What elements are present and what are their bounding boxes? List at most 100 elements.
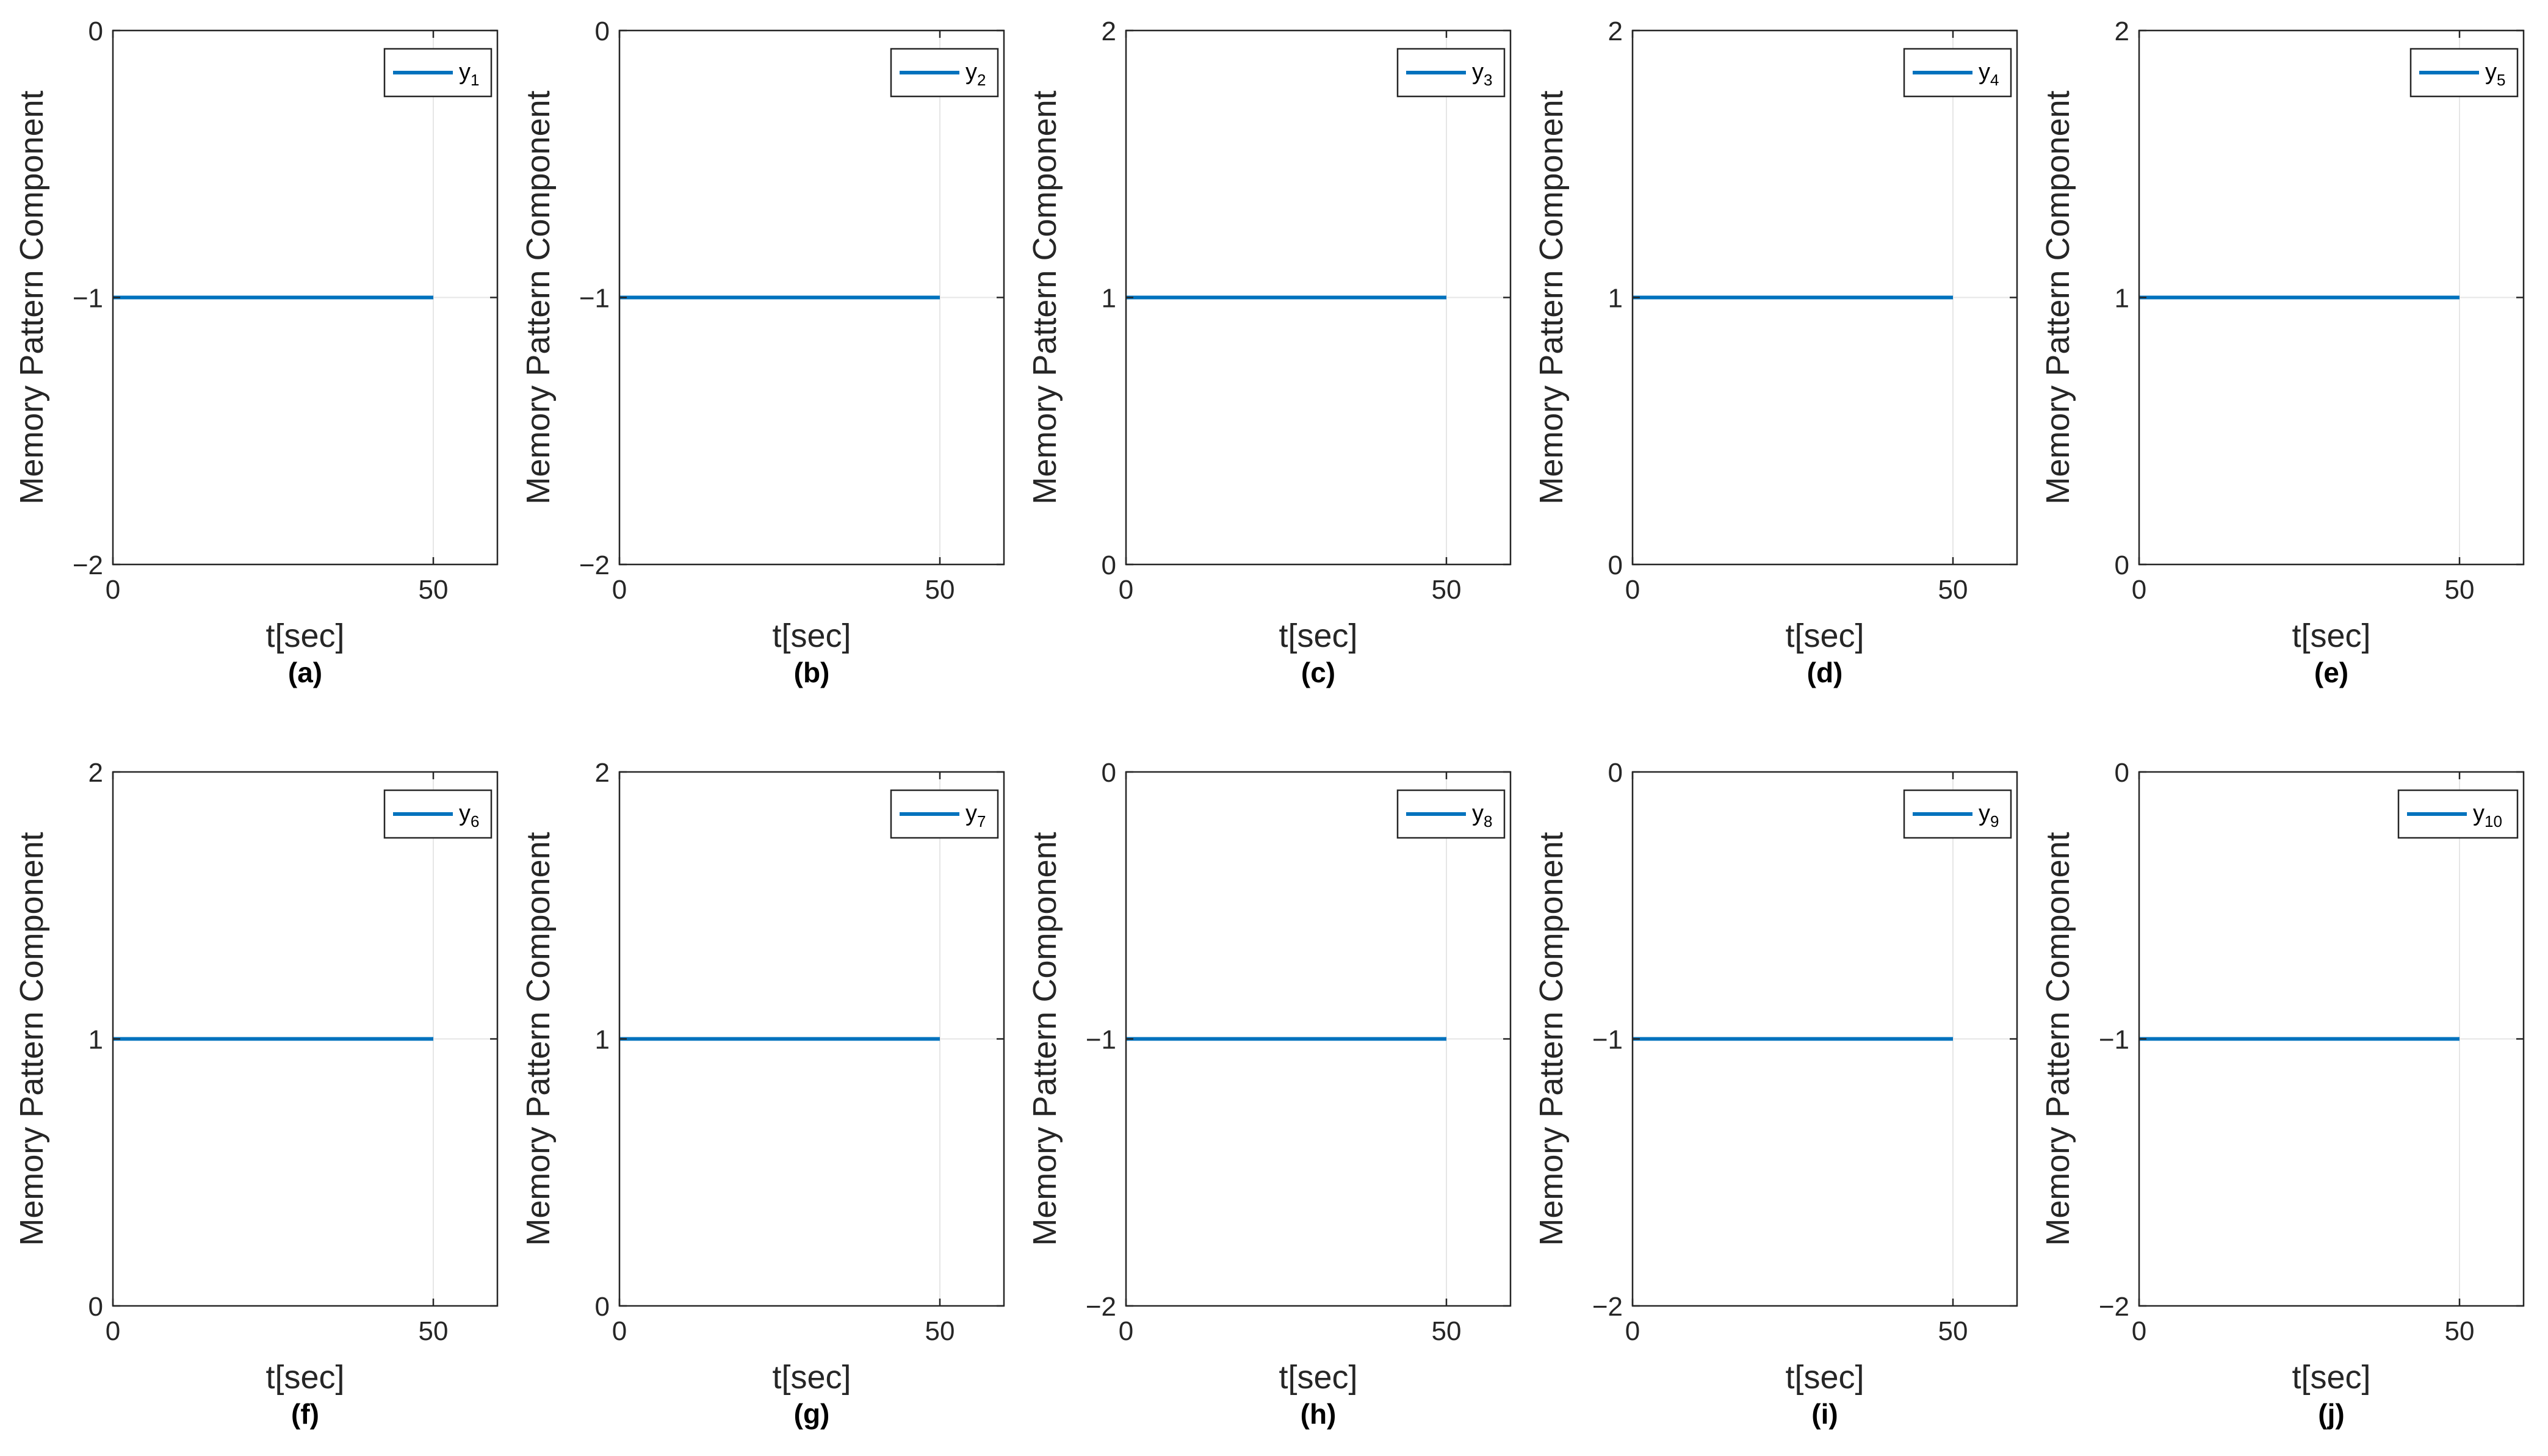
chart-panel-6: 0 50 0 1 2 t[sec] Memory Pattern Component (f) y… — [13, 758, 499, 1430]
x-axis-label: t[sec] — [2292, 1359, 2370, 1396]
chart-panel-2: 0 50 −2 −1 0 t[sec] Memory Pattern Component (b… — [520, 16, 1005, 688]
legend-label: y1 — [459, 59, 479, 89]
x-tick-label: 50 — [1938, 575, 1968, 605]
y-tick-label: −1 — [1086, 1025, 1116, 1055]
panel-caption: (a) — [288, 657, 322, 688]
x-axis-label: t[sec] — [1785, 618, 1864, 654]
x-tick-label: 0 — [106, 575, 120, 605]
y-tick-label: −2 — [2099, 1292, 2129, 1322]
x-axis-label: t[sec] — [772, 1359, 851, 1396]
y-tick-label: 0 — [2115, 758, 2129, 788]
y-axis-label: Memory Pattern Component — [520, 832, 557, 1245]
x-tick-label: 0 — [1119, 1316, 1133, 1346]
legend-label: y10 — [2473, 801, 2502, 831]
y-axis-label: Memory Pattern Component — [2040, 832, 2076, 1245]
x-tick-label: 50 — [925, 575, 955, 605]
y-tick-label: 2 — [2115, 16, 2129, 46]
panel-caption: (e) — [2314, 657, 2348, 688]
chart-panel-4: 0 50 0 1 2 t[sec] Memory Pattern Component (d) y… — [1533, 16, 2018, 688]
y-tick-label: −2 — [1592, 1292, 1623, 1322]
panel-caption: (h) — [1301, 1398, 1337, 1430]
panel-caption: (b) — [794, 657, 830, 688]
x-tick-label: 0 — [2132, 1316, 2146, 1346]
legend-label-base: y — [459, 59, 471, 85]
legend-label-subscript: 8 — [1484, 812, 1492, 831]
y-axis-label: Memory Pattern Component — [1027, 90, 1063, 504]
legend-label: y3 — [1472, 59, 1492, 89]
x-tick-label: 0 — [612, 1316, 627, 1346]
panel-caption: (c) — [1301, 657, 1335, 688]
legend-label-base: y — [965, 59, 977, 85]
legend-label: y4 — [1979, 59, 1999, 89]
legend-label: y7 — [965, 801, 986, 831]
y-axis-label: Memory Pattern Component — [520, 90, 557, 504]
y-axis-label: Memory Pattern Component — [2040, 90, 2076, 504]
y-tick-label: 0 — [1608, 550, 1623, 580]
y-axis-label: Memory Pattern Component — [1533, 90, 1570, 504]
x-axis-label: t[sec] — [1785, 1359, 1864, 1396]
legend-label-base: y — [459, 801, 471, 826]
legend-label-subscript: 5 — [2497, 71, 2505, 89]
legend-label: y5 — [2485, 59, 2505, 89]
legend-label-base: y — [2473, 801, 2485, 826]
x-tick-label: 50 — [2445, 575, 2475, 605]
x-tick-label: 0 — [2132, 575, 2146, 605]
y-tick-label: 0 — [1102, 758, 1116, 788]
legend-label-base: y — [965, 801, 977, 826]
y-tick-label: −2 — [1086, 1292, 1116, 1322]
y-tick-label: −1 — [1592, 1025, 1623, 1055]
y-tick-label: −2 — [579, 550, 610, 580]
panel-caption: (i) — [1811, 1398, 1838, 1430]
x-axis-label: t[sec] — [2292, 618, 2370, 654]
y-axis-label: Memory Pattern Component — [13, 832, 50, 1245]
legend-label-subscript: 10 — [2485, 812, 2502, 831]
y-axis-label: Memory Pattern Component — [1533, 832, 1570, 1245]
legend-label-subscript: 9 — [1990, 812, 1999, 831]
x-tick-label: 50 — [1432, 1316, 1462, 1346]
x-tick-label: 50 — [419, 575, 449, 605]
x-tick-label: 50 — [2445, 1316, 2475, 1346]
y-tick-label: 1 — [2115, 284, 2129, 314]
chart-panel-8: 0 50 −2 −1 0 t[sec] Memory Pattern Component (h… — [1027, 758, 1512, 1430]
y-tick-label: 0 — [1608, 758, 1623, 788]
chart-panel-7: 0 50 0 1 2 t[sec] Memory Pattern Component (g) y… — [520, 758, 1005, 1430]
y-tick-label: 0 — [88, 16, 103, 46]
legend-label: y8 — [1472, 801, 1492, 831]
x-axis-label: t[sec] — [1279, 1359, 1357, 1396]
x-tick-label: 50 — [925, 1316, 955, 1346]
y-tick-label: 0 — [595, 16, 610, 46]
x-tick-label: 50 — [419, 1316, 449, 1346]
y-axis-label: Memory Pattern Component — [13, 90, 50, 504]
y-tick-label: 2 — [595, 758, 610, 788]
y-tick-label: 0 — [88, 1292, 103, 1322]
x-tick-label: 0 — [1625, 1316, 1640, 1346]
y-tick-label: 2 — [88, 758, 103, 788]
x-axis-label: t[sec] — [265, 1359, 344, 1396]
legend-label-base: y — [1472, 801, 1484, 826]
x-tick-label: 0 — [612, 575, 627, 605]
x-axis-label: t[sec] — [772, 618, 851, 654]
legend-label-base: y — [1472, 59, 1484, 85]
panel-caption: (j) — [2318, 1398, 2344, 1430]
y-tick-label: 1 — [595, 1025, 610, 1055]
panel-caption: (d) — [1807, 657, 1843, 688]
legend-label-subscript: 6 — [471, 812, 479, 831]
y-tick-label: 1 — [88, 1025, 103, 1055]
y-tick-label: 1 — [1102, 284, 1116, 314]
legend-label-base: y — [2485, 59, 2497, 85]
y-tick-label: 0 — [1102, 550, 1116, 580]
chart-panel-10: 0 50 −2 −1 0 t[sec] Memory Pattern Component (j… — [2040, 758, 2525, 1430]
y-tick-label: −1 — [2099, 1025, 2129, 1055]
chart-panel-9: 0 50 −2 −1 0 t[sec] Memory Pattern Component (i… — [1533, 758, 2018, 1430]
legend-label: y9 — [1979, 801, 1999, 831]
y-axis-label: Memory Pattern Component — [1027, 832, 1063, 1245]
legend-label-subscript: 3 — [1484, 71, 1492, 89]
chart-panel-5: 0 50 0 1 2 t[sec] Memory Pattern Component (e) y… — [2040, 16, 2525, 688]
legend-label-subscript: 2 — [977, 71, 986, 89]
x-tick-label: 0 — [106, 1316, 120, 1346]
y-tick-label: −2 — [73, 550, 103, 580]
legend-label-subscript: 1 — [471, 71, 479, 89]
x-tick-label: 0 — [1625, 575, 1640, 605]
y-tick-label: 1 — [1608, 284, 1623, 314]
